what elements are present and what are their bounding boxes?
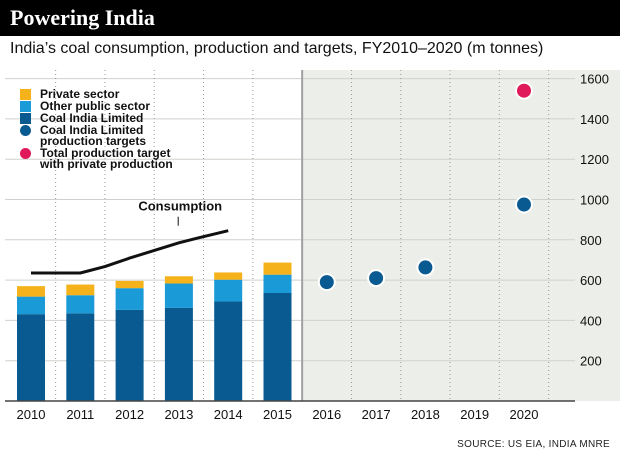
legend-coal-india-limited-production-targets-label-line2: production targets xyxy=(40,134,146,148)
x-tick-label: 2018 xyxy=(411,407,440,422)
x-tick-label: 2016 xyxy=(312,407,341,422)
x-tick-label: 2020 xyxy=(510,407,539,422)
bar-private-sector xyxy=(115,280,144,289)
bar-other-public-sector xyxy=(263,274,292,293)
bar-other-public-sector xyxy=(214,279,243,302)
bar-private-sector xyxy=(164,276,193,284)
x-tick-label: 2017 xyxy=(362,407,391,422)
bar-other-public-sector xyxy=(17,296,45,315)
bar-private-sector xyxy=(66,284,95,296)
y-tick-label: 600 xyxy=(580,273,602,288)
source-note: SOURCE: US EIA, INDIA MNRE xyxy=(457,439,610,450)
legend-coal-india-limited-label: Coal India Limited xyxy=(40,111,143,125)
consumption-line xyxy=(31,229,229,275)
title-bar: Powering India xyxy=(0,0,620,36)
chart-title: Powering India xyxy=(10,5,155,30)
legend-total-production-target-with-private-production-swatch xyxy=(20,148,31,159)
y-tick-label: 1400 xyxy=(580,112,609,127)
y-tick-label: 400 xyxy=(580,313,602,328)
forecast-panel xyxy=(302,70,620,401)
legend-coal-india-limited-swatch xyxy=(20,113,31,124)
bar-coal-india-limited xyxy=(263,292,292,401)
legend-private-sector-swatch xyxy=(20,89,31,100)
coal-india-target-point xyxy=(367,269,386,288)
y-tick-label: 1200 xyxy=(580,152,609,167)
legend-other-public-sector-label: Other public sector xyxy=(40,99,150,113)
legend-total-production-target-with-private-production-label-line2: with private production xyxy=(39,157,173,171)
coal-india-target-point xyxy=(416,258,435,277)
bar-coal-india-limited xyxy=(214,301,243,401)
coal-india-target-point xyxy=(317,273,336,292)
x-tick-label: 2019 xyxy=(460,407,489,422)
x-tick-label: 2010 xyxy=(17,407,46,422)
total-target-point xyxy=(515,81,533,100)
bar-coal-india-limited xyxy=(66,313,95,401)
y-tick-label: 1600 xyxy=(580,72,609,87)
y-tick-label: 800 xyxy=(580,233,602,248)
legend-other-public-sector-swatch xyxy=(20,101,31,112)
bar-other-public-sector xyxy=(66,295,95,314)
legend-coal-india-limited-production-targets-swatch xyxy=(20,125,31,136)
bar-coal-india-limited xyxy=(164,307,193,401)
x-tick-label: 2014 xyxy=(214,407,243,422)
y-tick-label: 200 xyxy=(580,354,602,369)
legend-private-sector-label: Private sector xyxy=(40,87,120,101)
legend-coal-india-limited-production-targets-label: Coal India Limited xyxy=(40,123,143,137)
x-tick-label: 2013 xyxy=(164,407,193,422)
x-tick-label: 2012 xyxy=(115,407,144,422)
y-tick-label: 1000 xyxy=(580,193,609,208)
bar-private-sector xyxy=(263,262,292,275)
x-tick-label: 2011 xyxy=(66,407,94,422)
bar-private-sector xyxy=(214,272,243,280)
legend-total-production-target-with-private-production-label: Total production target xyxy=(40,146,170,160)
bar-coal-india-limited xyxy=(115,309,144,401)
bar-coal-india-limited xyxy=(17,314,45,401)
bar-other-public-sector xyxy=(115,288,144,310)
bar-other-public-sector xyxy=(164,283,193,308)
x-tick-label: 2015 xyxy=(263,407,292,422)
coal-india-target-point xyxy=(515,195,533,214)
chart-subtitle: India’s coal consumption, production and… xyxy=(10,40,544,57)
consumption-label: Consumption xyxy=(138,199,222,214)
bar-private-sector xyxy=(17,286,45,297)
